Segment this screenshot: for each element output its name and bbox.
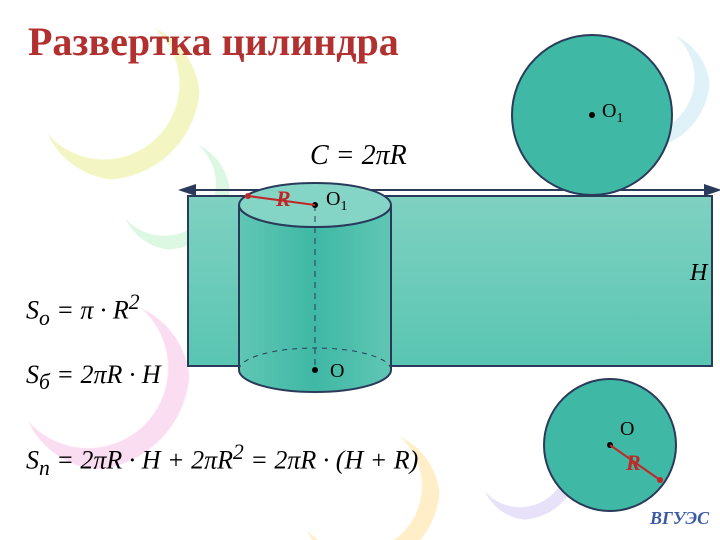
formula-2: Sб = 2πR · H [26, 360, 161, 395]
label-cylinder-R: R [276, 186, 291, 212]
institution-logo: ВГУЭС [650, 508, 709, 529]
label-topcircle-O1: O1 [602, 100, 623, 127]
label-bottomcircle-O: O [620, 418, 634, 441]
label-H: H [690, 260, 707, 287]
slide-stage: Развертка цилиндра O1ORO1ORH C = 2πRSo =… [0, 0, 720, 540]
label-cylinder-O: O [330, 360, 344, 383]
label-bottomcircle-R: R [626, 450, 641, 476]
formula-1: So = π · R2 [26, 290, 140, 331]
label-cylinder-O1: O1 [326, 188, 347, 215]
formula-3: Sn = 2πR · H + 2πR2 = 2πR · (H + R) [26, 440, 418, 481]
formula-0: C = 2πR [310, 140, 407, 172]
